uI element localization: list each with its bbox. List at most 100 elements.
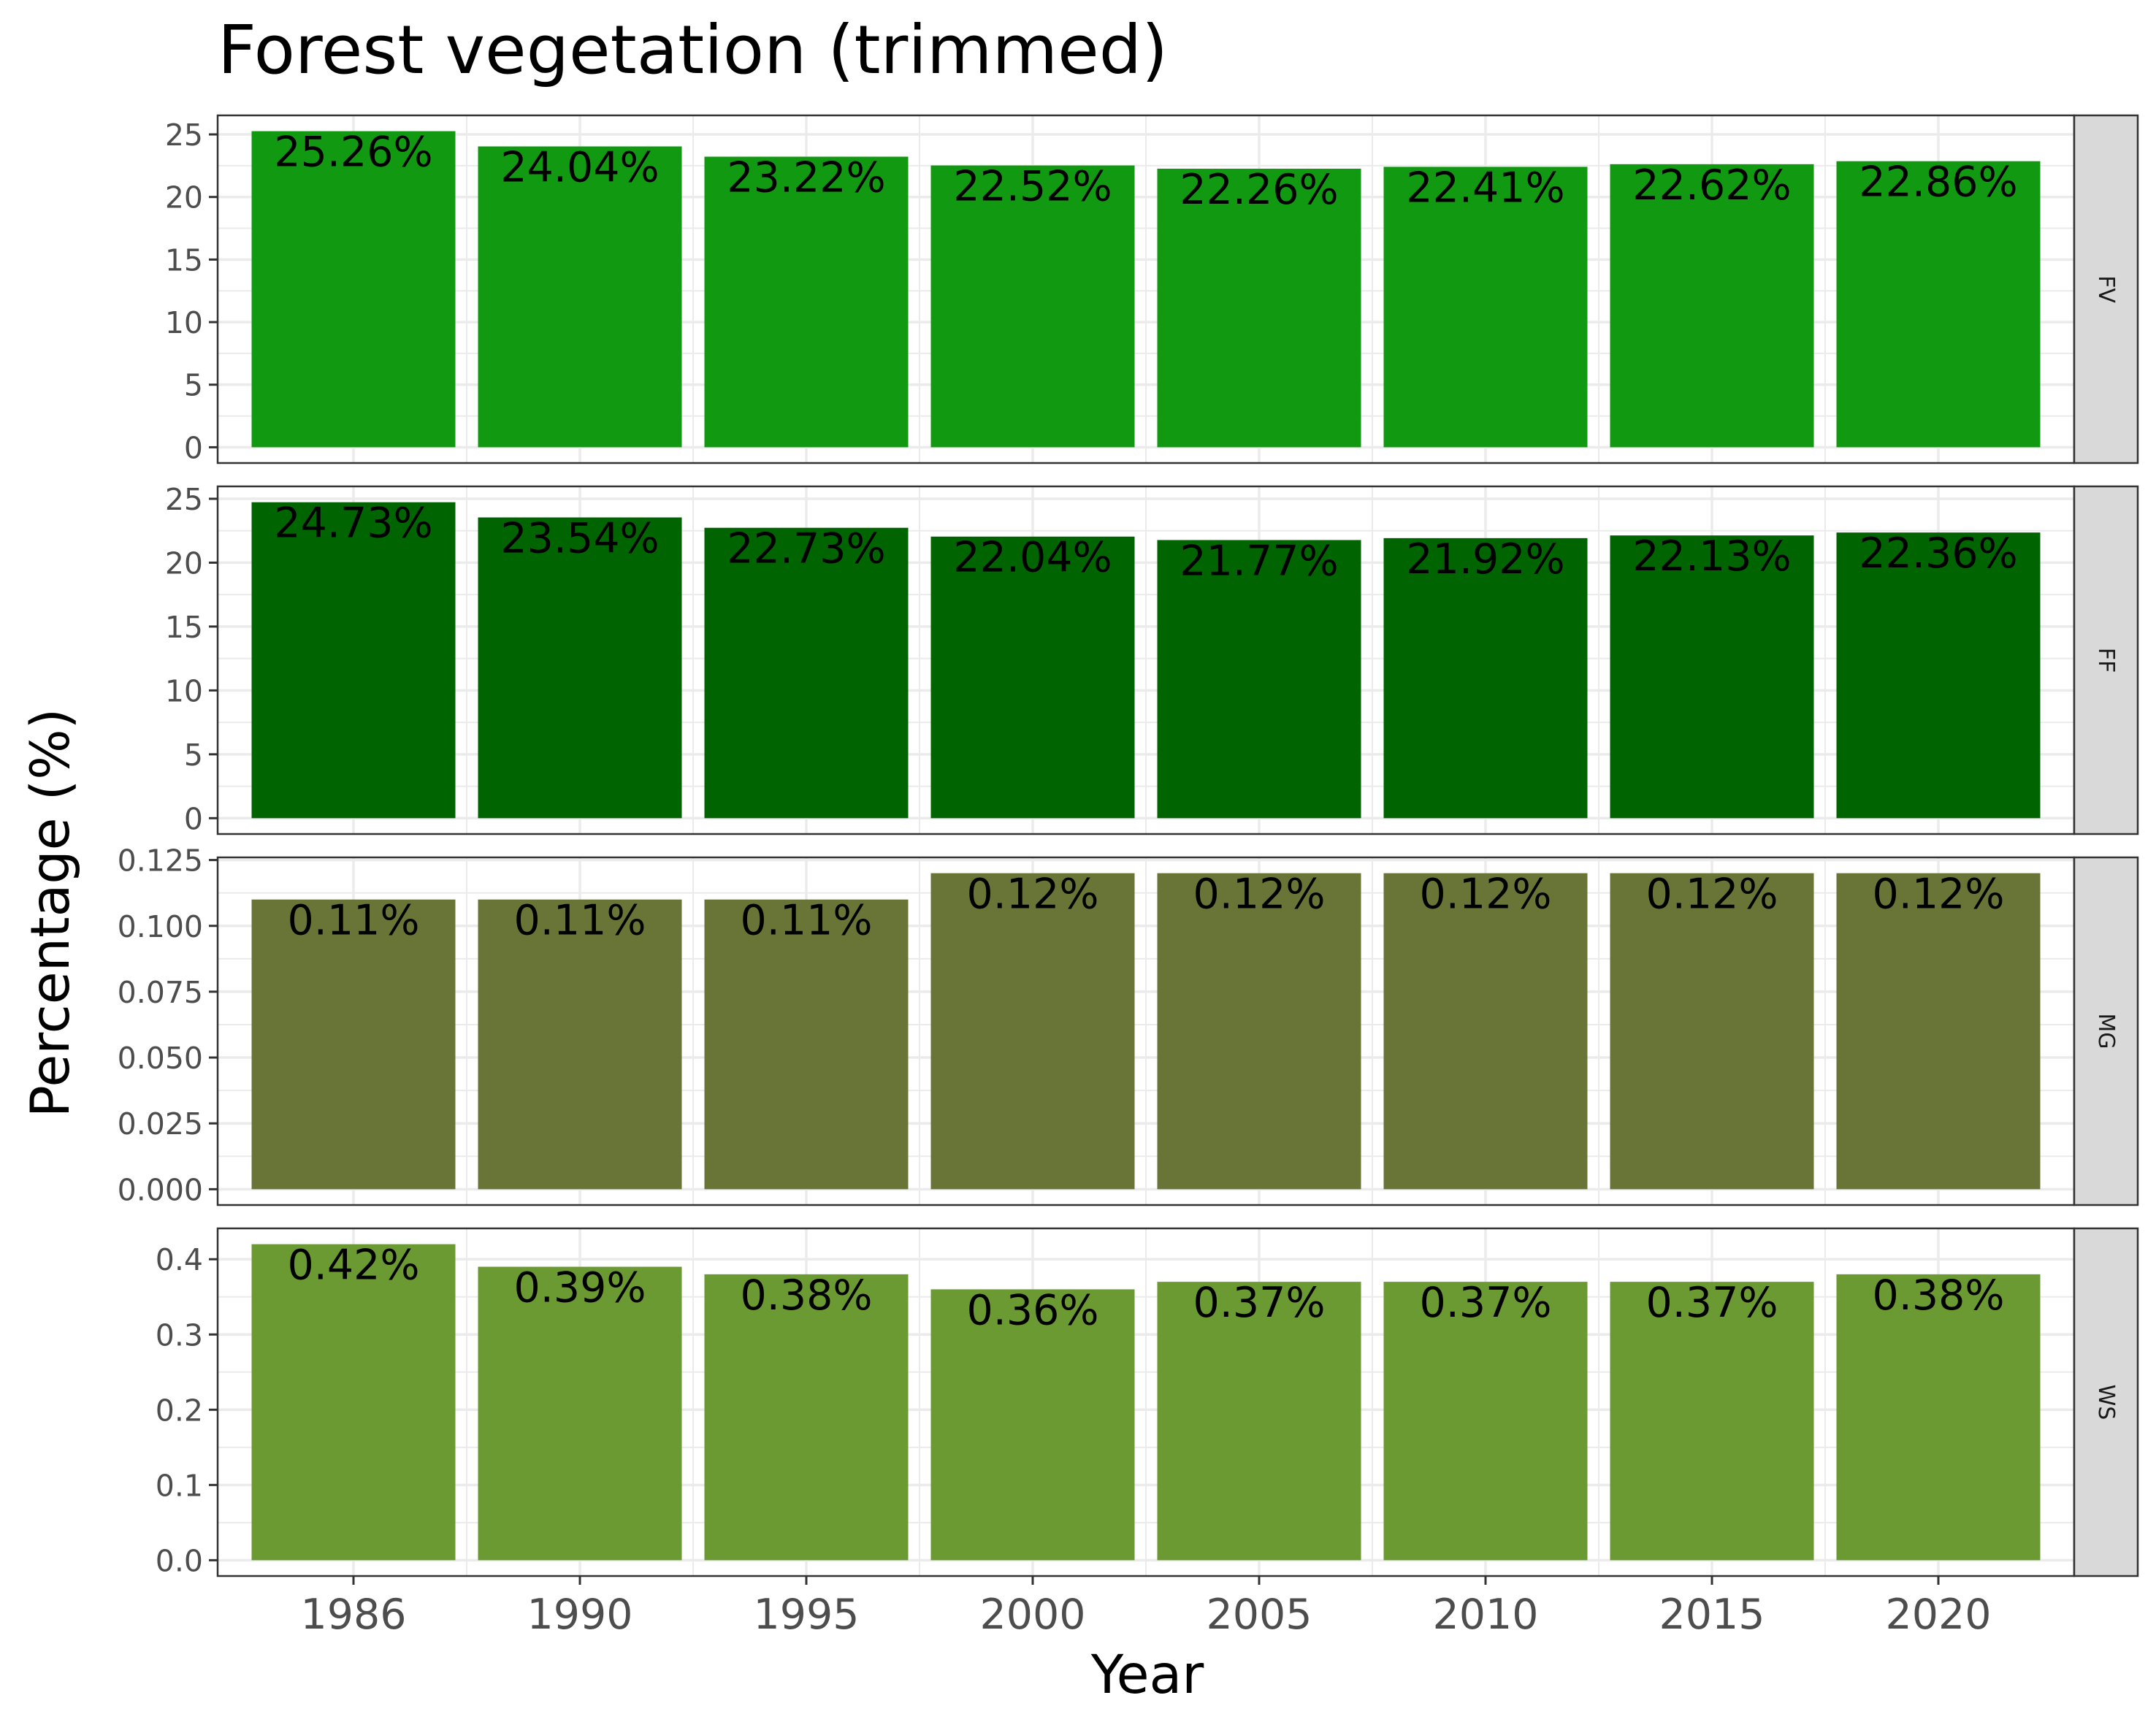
bar-mg-1995 (704, 899, 909, 1190)
data-label: 22.52% (953, 163, 1112, 211)
facet-strip (2073, 114, 2139, 464)
y-tick-label: 20 (165, 180, 203, 215)
facet-panel-fv: 0 5 10 15 20 25 25.26% 24.04% 23.22% 22.52% 22.26%… (165, 114, 2139, 465)
y-tick-label: 5 (184, 368, 203, 403)
bar-ws-2020 (1836, 1274, 2041, 1561)
y-tick-label: 0.125 (118, 844, 203, 879)
facet-strip (2073, 856, 2139, 1206)
data-label: 24.04% (500, 143, 659, 191)
y-tick-label: 0.2 (156, 1393, 203, 1428)
bar-ws-1986 (251, 1244, 456, 1561)
bar-ff-2020 (1836, 532, 2041, 819)
y-tick-label: 0 (184, 801, 203, 836)
bar-ff-2000 (930, 536, 1135, 819)
data-label: 0.11% (287, 897, 419, 945)
y-tick-label: 0.075 (118, 975, 203, 1010)
data-label: 0.39% (513, 1264, 646, 1312)
bar-ff-2010 (1383, 538, 1588, 819)
y-axis-title: Percentage (%) (20, 708, 82, 1117)
bar-fv-2005 (1157, 168, 1361, 448)
data-label: 0.12% (1419, 871, 1551, 919)
bar-mg-1986 (251, 899, 456, 1190)
bar-ws-2005 (1157, 1282, 1361, 1561)
data-label: 0.12% (1872, 871, 2004, 919)
data-label: 0.37% (1419, 1279, 1551, 1327)
y-tick-label: 0.000 (118, 1172, 203, 1207)
y-tick-label: 0.050 (118, 1041, 203, 1076)
data-label: 0.38% (1872, 1271, 2004, 1320)
data-label: 22.36% (1859, 529, 2017, 578)
bar-ws-2010 (1383, 1282, 1588, 1561)
data-label: 23.22% (727, 154, 885, 202)
x-axis: 1986 1990 1995 2000 2005 2010 2015 2020 (300, 1576, 1992, 1639)
facet-strip-label: MG (2093, 1013, 2119, 1049)
y-tick-label: 15 (165, 242, 203, 278)
data-label: 22.04% (953, 534, 1112, 582)
data-label: 22.41% (1406, 164, 1564, 212)
facet-strip-label: FV (2093, 275, 2119, 303)
bar-ff-2015 (1610, 535, 1814, 819)
facet-panel-ws: 0.0 0.1 0.2 0.3 0.4 0.42% 0.39% 0.38% 0.36% 0.37%… (156, 1227, 2139, 1578)
x-tick-label: 2015 (1659, 1591, 1765, 1639)
y-tick-label: 0.025 (118, 1106, 203, 1141)
bar-fv-2010 (1383, 167, 1588, 448)
facet-panels: 0 5 10 15 20 25 25.26% 24.04% 23.22% 22.52% 22.26%… (118, 114, 2139, 1578)
bar-fv-1990 (478, 146, 682, 448)
bar-ws-2015 (1610, 1282, 1814, 1561)
data-label: 0.11% (740, 897, 872, 945)
bar-ws-2000 (930, 1289, 1135, 1561)
bar-ws-1990 (478, 1266, 682, 1561)
facet-strip-label: FF (2093, 648, 2119, 673)
x-tick-label: 2020 (1885, 1591, 1991, 1639)
data-label: 24.73% (274, 500, 432, 548)
data-label: 22.62% (1632, 161, 1791, 210)
data-label: 0.12% (1193, 871, 1325, 919)
y-tick-label: 0.1 (156, 1468, 203, 1503)
data-label: 22.86% (1859, 158, 2017, 207)
bar-fv-2020 (1836, 161, 2041, 448)
facet-strip (2073, 485, 2139, 835)
x-tick-label: 2005 (1206, 1591, 1312, 1639)
data-label: 0.37% (1193, 1279, 1325, 1327)
bar-mg-2005 (1157, 873, 1361, 1190)
facet-panel-ff: 0 5 10 15 20 25 24.73% 23.54% 22.73% 22.04% 21.77%… (165, 482, 2139, 836)
y-tick-label: 0.4 (156, 1242, 203, 1277)
bar-mg-2020 (1836, 873, 2041, 1190)
data-label: 0.38% (740, 1271, 872, 1320)
chart-title: Forest vegetation (trimmed) (218, 11, 1168, 89)
y-tick-label: 20 (165, 546, 203, 581)
y-tick-label: 0.0 (156, 1543, 203, 1578)
y-tick-label: 5 (184, 738, 203, 773)
data-label: 22.13% (1632, 532, 1791, 581)
x-tick-label: 1995 (753, 1591, 859, 1639)
data-label: 0.42% (287, 1242, 419, 1290)
bar-ff-1986 (251, 502, 456, 819)
data-label: 0.12% (966, 871, 1098, 919)
x-tick-label: 1986 (300, 1591, 406, 1639)
bar-fv-2000 (930, 165, 1135, 448)
data-label: 25.26% (274, 129, 432, 177)
data-label: 21.92% (1406, 535, 1564, 584)
bar-fv-1986 (251, 131, 456, 448)
facet-panel-mg: 0.000 0.025 0.050 0.075 0.100 0.125 0.11% 0.11%… (118, 844, 2139, 1207)
data-label: 0.37% (1645, 1279, 1778, 1327)
y-tick-label: 0.100 (118, 909, 203, 944)
bar-mg-2015 (1610, 873, 1814, 1190)
y-tick-label: 0 (184, 430, 203, 465)
data-label: 21.77% (1180, 537, 1338, 585)
y-tick-label: 10 (165, 305, 203, 340)
bar-ff-1995 (704, 527, 909, 819)
y-tick-label: 25 (165, 118, 203, 153)
facet-strip-label: WS (2093, 1385, 2119, 1420)
x-tick-label: 2000 (979, 1591, 1085, 1639)
y-tick-label: 0.3 (156, 1317, 203, 1353)
bar-mg-2000 (930, 873, 1135, 1190)
bar-ws-1995 (704, 1274, 909, 1561)
x-tick-label: 2010 (1432, 1591, 1538, 1639)
x-axis-title: Year (1090, 1644, 1205, 1706)
bar-mg-1990 (478, 899, 682, 1190)
data-label: 23.54% (500, 515, 659, 563)
data-label: 22.73% (727, 525, 885, 573)
data-label: 22.26% (1180, 166, 1338, 214)
